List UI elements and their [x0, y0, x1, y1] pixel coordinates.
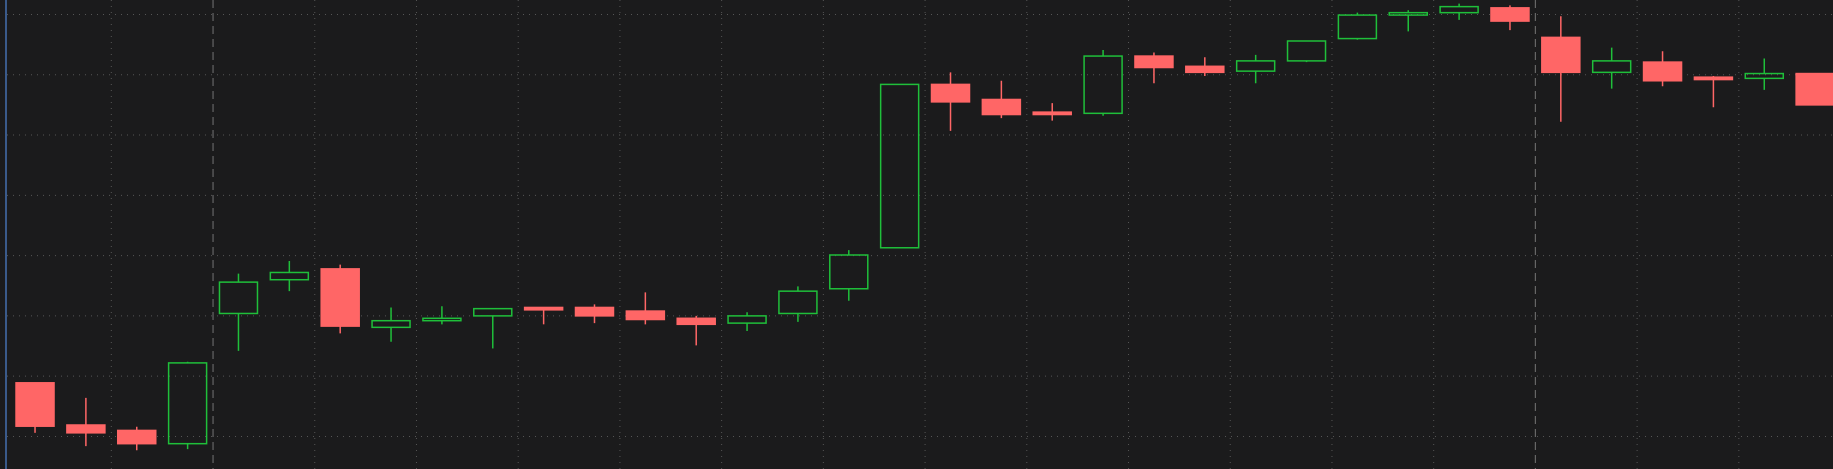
- candle-body: [778, 290, 818, 315]
- candle-body: [1744, 72, 1785, 80]
- candle-body: [1185, 65, 1225, 74]
- candle-body: [1693, 76, 1734, 81]
- candle-body: [727, 315, 767, 324]
- candle-body: [473, 307, 513, 317]
- candle-body: [15, 382, 55, 427]
- candle-body: [167, 362, 208, 445]
- candle-body: [371, 319, 411, 329]
- candle-body: [1795, 72, 1833, 106]
- candle-body: [625, 310, 666, 321]
- candle-body: [66, 424, 106, 434]
- candle-body: [930, 83, 971, 103]
- candle-body: [1134, 55, 1174, 69]
- candle-body: [676, 317, 716, 326]
- candle-body: [269, 271, 310, 281]
- candle-body: [829, 254, 869, 290]
- candle-body: [523, 306, 564, 311]
- candle-body: [1642, 61, 1683, 82]
- candle-body: [574, 306, 615, 317]
- candle-body: [320, 268, 360, 327]
- candle-body: [1286, 40, 1327, 62]
- candle-body: [1235, 60, 1276, 72]
- candle-body: [981, 98, 1022, 116]
- candle-body: [1032, 111, 1072, 116]
- candle-body: [1083, 55, 1123, 115]
- candle-body: [422, 317, 462, 322]
- candle-body: [1439, 5, 1479, 14]
- candle-body: [218, 281, 259, 315]
- candle-body: [1490, 7, 1530, 22]
- candle-body: [1541, 36, 1581, 74]
- candle-body: [1388, 11, 1428, 16]
- candle-body: [879, 83, 920, 249]
- candle-body: [1591, 60, 1632, 74]
- candle-body: [117, 429, 157, 445]
- candle-body: [1337, 14, 1378, 40]
